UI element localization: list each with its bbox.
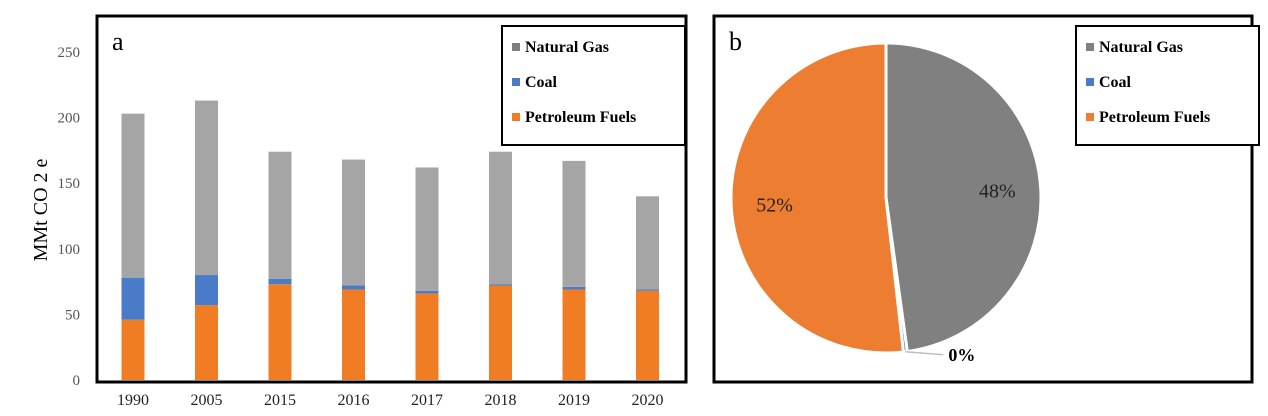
bar-segment [121,319,145,380]
legend-swatch [1086,78,1094,86]
y-tick-label: 250 [58,45,81,61]
bar-segment [121,113,145,278]
y-tick-label: 200 [58,111,81,127]
x-tick-label: 2018 [485,392,517,409]
bar-segment [415,293,439,380]
x-tick-label: 2017 [411,392,443,409]
pie-label: 48% [979,180,1016,202]
legend-swatch [512,78,520,86]
legend-swatch [512,43,520,51]
legend-box [501,25,686,146]
x-tick-label: 1990 [117,392,149,409]
panel-a-label: a [112,27,124,56]
bar-segment [489,151,512,285]
legend-entry: Coal [525,74,558,91]
x-tick-label: 2016 [338,392,370,409]
legend-entry: Petroleum Fuels [525,109,636,126]
legend-b: Natural Gas Coal Petroleum Fuels [1075,25,1260,146]
x-tick-label: 2005 [191,392,223,409]
pie-label: 52% [756,194,793,216]
legend-entry: Coal [1099,74,1132,91]
legend-swatch [512,113,520,121]
bar-segment [489,285,512,380]
bar-segment [121,277,145,320]
legend-a: Natural Gas Coal Petroleum Fuels [501,25,686,146]
y-axis-title: MMt CO 2 e [30,158,52,261]
bar-segment [342,285,365,290]
bar-segment [268,151,292,279]
legend-swatch [1086,113,1094,121]
bar-segment [195,305,218,380]
y-tick-label: 150 [58,176,81,192]
x-tick-label: 2019 [558,392,590,409]
bar-segment [562,289,586,380]
bar-segment [562,286,586,290]
bar-segment [195,100,218,276]
pie-label: 0% [948,345,975,365]
x-tick-label: 2020 [632,392,664,409]
bar-segment [268,284,292,380]
pie-leader-line [905,351,944,356]
panel-b-label: b [729,27,742,56]
legend-entry: Natural Gas [1099,39,1183,56]
x-tick-labels: 1990 2005 2015 2016 2017 2018 2019 2020 [117,392,664,409]
legend-swatch [1086,43,1094,51]
bar-segment [342,289,365,380]
y-tick-label: 100 [58,242,81,258]
bar-segment [636,289,659,291]
legend-box [1075,25,1260,146]
pie-slice [884,41,1043,354]
pie: 48% 0% 52% [729,41,1043,365]
bar-segment [195,275,218,306]
bar-segment [489,284,512,286]
bar-segment [562,160,586,287]
bar-segment [636,196,659,290]
bar-series [121,100,659,380]
bar-segment [342,159,365,286]
legend-entry: Petroleum Fuels [1099,109,1210,126]
y-tick-labels: 0 50 100 150 200 250 [58,45,81,389]
y-tick-label: 50 [65,307,80,323]
bar-segment [636,290,659,380]
bar-segment [268,278,292,285]
bar-segment [415,167,439,291]
pie-slice [729,41,905,355]
bar-segment [415,290,439,294]
y-tick-label: 0 [73,373,81,389]
legend-entry: Natural Gas [525,39,609,56]
x-tick-label: 2015 [264,392,296,409]
